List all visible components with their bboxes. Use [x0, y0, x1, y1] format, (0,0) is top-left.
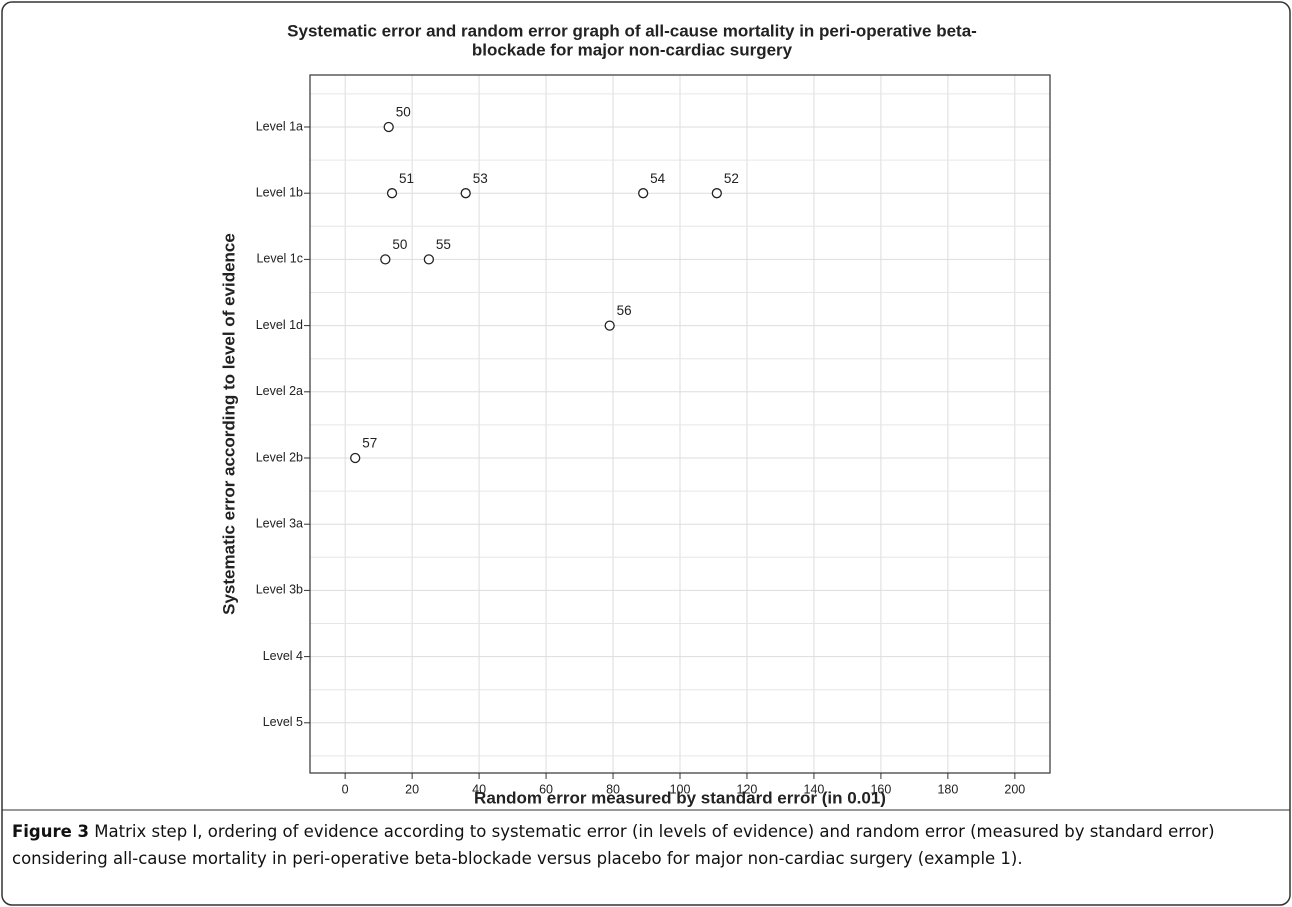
y-tick-label: Level 1c: [256, 252, 303, 266]
point-label: 56: [617, 303, 632, 318]
y-tick-label: Level 4: [263, 649, 303, 663]
y-axis-label: Systematic error according to level of e…: [219, 233, 238, 615]
point: [638, 188, 649, 199]
x-tick-label: 120: [737, 782, 758, 796]
point-label: 55: [436, 237, 451, 252]
point-label: 50: [392, 237, 407, 252]
point: [460, 188, 471, 199]
point: [711, 188, 722, 199]
x-tick-label: 200: [1004, 782, 1025, 796]
caption: Figure 3 Matrix step I, ordering of evid…: [12, 818, 1280, 872]
x-tick-label: 180: [937, 782, 958, 796]
y-tick-label: Level 1a: [256, 119, 303, 133]
point-label: 57: [362, 436, 377, 451]
x-tick-label: 40: [472, 782, 486, 796]
chart-title: Systematic error and random error graph …: [287, 21, 977, 40]
x-tick-label: 100: [670, 782, 691, 796]
x-tick-label: 60: [539, 782, 553, 796]
x-tick-label: 140: [804, 782, 825, 796]
point: [380, 254, 391, 265]
y-tick-label: Level 3a: [256, 516, 303, 530]
caption-label: Figure 3: [12, 822, 90, 841]
y-tick-label: Level 5: [263, 715, 303, 729]
chart-title: blockade for major non-cardiac surgery: [472, 40, 793, 59]
x-tick-label: 160: [870, 782, 891, 796]
y-tick-label: Level 1b: [256, 185, 303, 199]
x-tick-label: 80: [606, 782, 620, 796]
point-label: 53: [473, 171, 488, 186]
point-label: 50: [396, 105, 411, 120]
y-tick-label: Level 2a: [256, 384, 303, 398]
point: [423, 254, 435, 265]
x-tick-label: 0: [342, 782, 349, 796]
y-tick-label: Level 3b: [256, 583, 303, 597]
y-tick-label: Level 1d: [256, 318, 303, 332]
point-label: 51: [399, 171, 414, 186]
point-label: 54: [650, 171, 666, 186]
point: [386, 188, 398, 199]
point: [350, 452, 361, 464]
caption-text: Matrix step I, ordering of evidence acco…: [12, 822, 1215, 868]
x-tick-label: 20: [405, 782, 419, 796]
point-label: 52: [724, 171, 739, 186]
y-tick-label: Level 2b: [256, 450, 303, 464]
point: [383, 121, 394, 133]
point: [604, 320, 615, 331]
x-axis-label: Random error measured by standard error …: [474, 788, 886, 807]
